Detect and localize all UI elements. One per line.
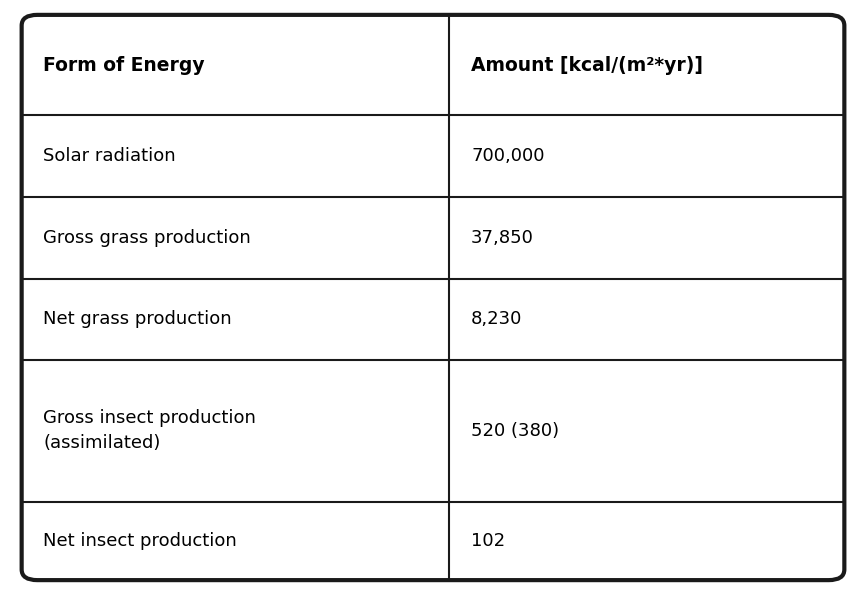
Bar (449, 502, 844, 580)
Bar (449, 197, 844, 278)
Bar (22, 115, 449, 197)
Text: Gross insect production
(assimilated): Gross insect production (assimilated) (43, 409, 256, 452)
Text: 520 (380): 520 (380) (471, 422, 559, 440)
Bar (449, 115, 844, 197)
Text: Net insect production: Net insect production (43, 532, 237, 550)
Bar (449, 15, 844, 115)
Text: Solar radiation: Solar radiation (43, 147, 176, 165)
Bar (22, 15, 449, 115)
Text: Form of Energy: Form of Energy (43, 55, 205, 74)
Bar (22, 502, 449, 580)
Text: Net grass production: Net grass production (43, 311, 232, 328)
Text: 37,850: 37,850 (471, 229, 534, 247)
Bar (22, 197, 449, 278)
Text: 102: 102 (471, 532, 505, 550)
Text: Gross grass production: Gross grass production (43, 229, 251, 247)
Bar (22, 278, 449, 361)
Bar (449, 361, 844, 502)
Bar (449, 278, 844, 361)
Text: 700,000: 700,000 (471, 147, 545, 165)
Text: Amount [kcal/(m²*yr)]: Amount [kcal/(m²*yr)] (471, 55, 703, 74)
Text: 8,230: 8,230 (471, 311, 522, 328)
Bar (22, 361, 449, 502)
